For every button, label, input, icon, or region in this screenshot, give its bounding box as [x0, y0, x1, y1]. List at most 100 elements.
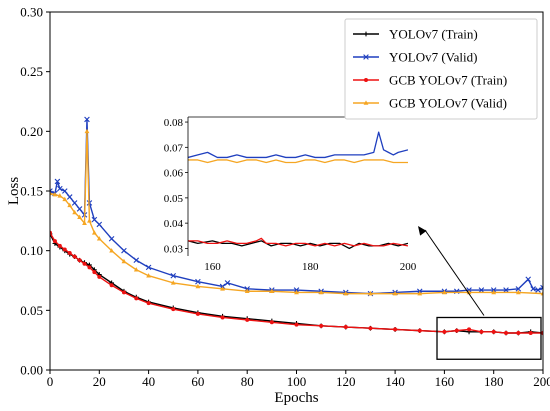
main-point-gcb-yolov7-valid [67, 202, 73, 208]
main-point-gcb-yolov7-train [467, 327, 472, 332]
legend-marker-gcb-yolov7-train [364, 78, 368, 82]
inset-plot-marks: 160 180 200 0.03 0.04 0.05 0.06 0.07 0.08 [164, 116, 417, 273]
main-point-yolov7-valid [57, 185, 63, 192]
x-tick-label: 140 [385, 374, 405, 389]
main-point-gcb-yolov7-valid [515, 289, 521, 295]
zoom-arrow-shaft [424, 229, 485, 316]
main-point-gcb-yolov7-train [171, 307, 176, 312]
main-point-gcb-yolov7-valid [318, 289, 324, 295]
main-point-yolov7-valid [84, 116, 90, 123]
main-point-gcb-yolov7-valid [133, 267, 139, 272]
main-point-gcb-yolov7-valid [491, 289, 497, 295]
main-series-markers-gcb-yolov7-valid [50, 128, 543, 296]
main-point-gcb-yolov7-train [528, 331, 533, 336]
main-point-gcb-yolov7-train [67, 251, 72, 256]
main-point-gcb-yolov7-valid [96, 236, 102, 241]
main-point-gcb-yolov7-valid [72, 209, 78, 215]
main-point-yolov7-valid [66, 194, 73, 200]
main-point-gcb-yolov7-train [479, 329, 484, 334]
main-point-gcb-yolov7-train [504, 331, 509, 336]
inset-y-tick-label: 0.04 [164, 218, 184, 230]
x-tick-label: 40 [142, 374, 155, 389]
y-tick-label: 0.05 [20, 303, 43, 318]
x-tick-label: 80 [241, 374, 254, 389]
main-point-yolov7-valid [535, 287, 541, 293]
main-series-markers-gcb-yolov7-train [50, 230, 543, 336]
main-point-yolov7-valid [478, 287, 485, 293]
inset-x-tick-label: 160 [204, 261, 221, 273]
inset-x-tick-label: 180 [302, 261, 319, 273]
main-point-yolov7-valid [145, 264, 152, 271]
y-tick-label: 0.30 [20, 5, 43, 20]
x-tick-label: 120 [336, 374, 356, 389]
main-point-gcb-yolov7-valid [109, 248, 115, 253]
main-point-gcb-yolov7-train [220, 315, 225, 320]
legend-box [344, 18, 538, 120]
x-tick-label: 60 [191, 374, 204, 389]
main-point-gcb-yolov7-valid [368, 291, 373, 296]
main-point-gcb-yolov7-train [319, 323, 324, 328]
main-point-yolov7-valid [62, 188, 68, 194]
main-point-gcb-yolov7-train [343, 325, 348, 330]
main-point-gcb-yolov7-train [97, 274, 102, 279]
main-point-gcb-yolov7-train [454, 328, 459, 333]
inset-series-line-gcb-yolov7-valid [188, 159, 408, 164]
x-tick-label: 180 [484, 374, 504, 389]
main-point-yolov7-valid [195, 278, 201, 285]
inset-series-line-yolov7-valid [188, 131, 408, 159]
main-point-yolov7-valid [530, 286, 536, 292]
inset-y-tick-label: 0.07 [164, 142, 184, 154]
main-point-gcb-yolov7-train [121, 290, 126, 295]
main-point-gcb-yolov7-valid [343, 291, 349, 296]
x-tick-label: 0 [47, 374, 54, 389]
main-point-gcb-yolov7-train [417, 328, 422, 333]
main-point-gcb-yolov7-train [245, 317, 250, 322]
main-point-gcb-yolov7-train [57, 243, 62, 248]
main-point-gcb-yolov7-valid [392, 291, 398, 296]
main-point-gcb-yolov7-train [52, 239, 57, 244]
main-point-yolov7-valid [133, 257, 140, 264]
main-point-gcb-yolov7-train [146, 301, 151, 306]
y-axis-label: Loss [6, 177, 22, 206]
main-point-gcb-yolov7-valid [77, 214, 82, 220]
inset-y-tick-label: 0.08 [164, 117, 184, 129]
main-point-gcb-yolov7-valid [170, 280, 176, 285]
main-point-gcb-yolov7-train [77, 258, 82, 263]
main-point-gcb-yolov7-valid [62, 196, 68, 202]
y-tick-label: 0.20 [20, 124, 43, 139]
main-point-yolov7-valid [71, 200, 78, 206]
legend-label-gcb-yolov7-train: GCB YOLOv7 (Train) [389, 73, 507, 88]
y-tick-label: 0.00 [20, 363, 43, 378]
main-point-gcb-yolov7-valid [220, 286, 225, 291]
main-point-yolov7-valid [540, 284, 543, 291]
x-tick-label: 200 [533, 374, 550, 389]
inset-y-tick-label: 0.05 [164, 193, 184, 205]
main-point-gcb-yolov7-valid [417, 291, 423, 296]
inset-x-tick-label: 200 [400, 261, 417, 273]
zoom-arrow-head [418, 226, 427, 236]
main-point-gcb-yolov7-valid [269, 288, 275, 294]
legend-marker-gcb-yolov7-valid [363, 100, 369, 105]
main-point-gcb-yolov7-train [92, 270, 97, 275]
zoom-region-box [436, 316, 542, 360]
main-point-gcb-yolov7-train [393, 327, 398, 332]
main-point-gcb-yolov7-train [62, 247, 67, 252]
y-tick-label: 0.15 [20, 184, 43, 199]
main-point-gcb-yolov7-valid [87, 218, 92, 223]
main-point-gcb-yolov7-valid [466, 289, 472, 295]
x-tick-label: 20 [93, 374, 106, 389]
x-axis-label: Epochs [274, 390, 318, 406]
main-point-gcb-yolov7-train [109, 283, 114, 288]
inset-y-tick-label: 0.06 [164, 168, 184, 180]
main-point-yolov7-valid [108, 235, 115, 242]
main-point-gcb-yolov7-valid [195, 283, 201, 289]
x-tick-label: 160 [435, 374, 455, 389]
main-point-yolov7-valid [224, 280, 231, 286]
inset-background [188, 117, 408, 256]
legend-label-gcb-yolov7-valid: GCB YOLOv7 (Valid) [389, 96, 507, 111]
main-point-gcb-yolov7-valid [540, 291, 543, 296]
main-point-yolov7-valid [91, 216, 98, 223]
main-point-yolov7-valid [96, 221, 103, 228]
main-point-yolov7-valid [76, 206, 83, 212]
